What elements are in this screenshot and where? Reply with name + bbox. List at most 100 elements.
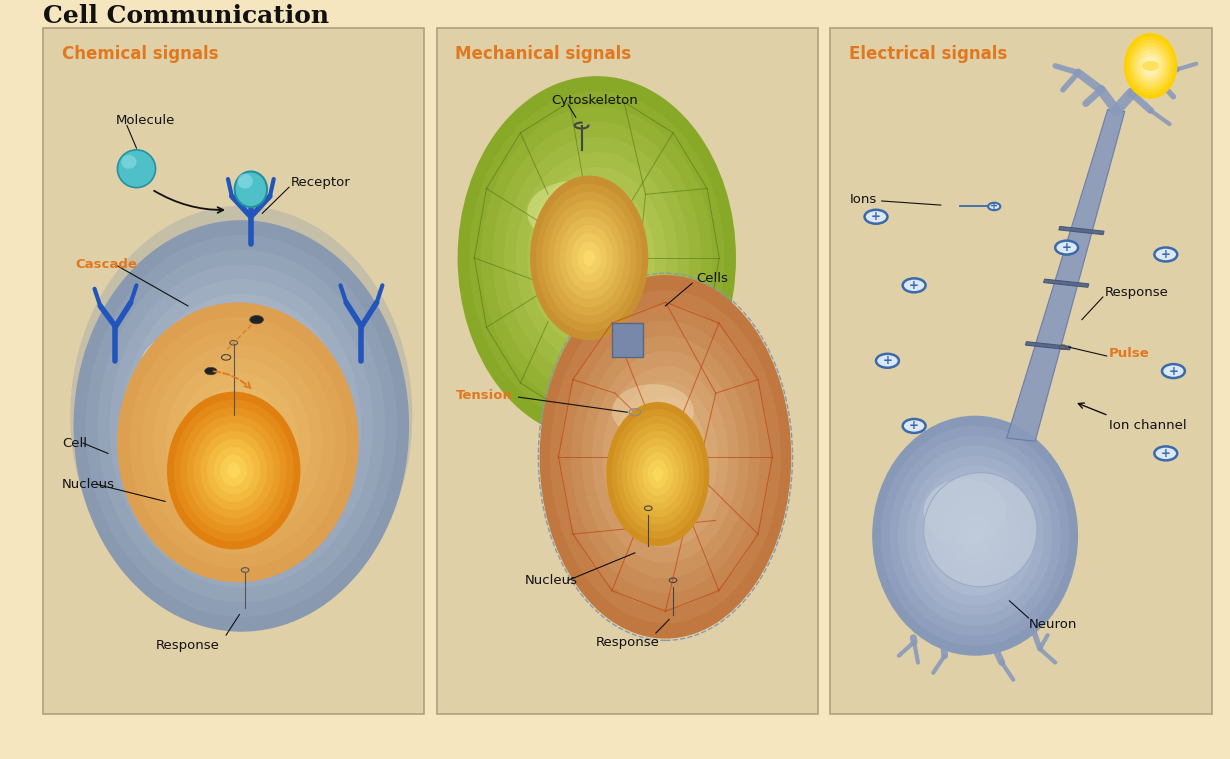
Ellipse shape — [226, 428, 250, 456]
Text: +: + — [1161, 447, 1171, 460]
Ellipse shape — [932, 486, 1018, 586]
Ellipse shape — [181, 408, 287, 534]
Text: Cascade: Cascade — [75, 258, 138, 271]
Ellipse shape — [129, 317, 347, 568]
Ellipse shape — [1140, 52, 1161, 79]
Ellipse shape — [170, 338, 314, 514]
Text: Neuron: Neuron — [1028, 619, 1077, 631]
Text: Electrical signals: Electrical signals — [849, 45, 1007, 63]
Ellipse shape — [207, 439, 261, 502]
Ellipse shape — [654, 442, 676, 472]
Circle shape — [865, 209, 888, 224]
Text: +: + — [1168, 364, 1178, 377]
Ellipse shape — [611, 409, 704, 539]
Text: +: + — [882, 354, 893, 367]
Ellipse shape — [235, 172, 267, 207]
Ellipse shape — [915, 466, 1036, 606]
Ellipse shape — [647, 459, 668, 488]
Text: Response: Response — [156, 639, 220, 652]
Text: Pulse: Pulse — [1108, 348, 1149, 361]
Ellipse shape — [167, 392, 300, 550]
Ellipse shape — [645, 427, 686, 487]
Ellipse shape — [571, 320, 760, 593]
Ellipse shape — [554, 209, 625, 307]
Ellipse shape — [592, 351, 739, 563]
Ellipse shape — [573, 228, 620, 288]
Ellipse shape — [122, 279, 362, 573]
Ellipse shape — [109, 264, 373, 587]
Ellipse shape — [70, 206, 412, 625]
Text: +: + — [909, 279, 919, 292]
Text: Nucleus: Nucleus — [524, 574, 577, 587]
Ellipse shape — [228, 463, 240, 478]
Ellipse shape — [140, 323, 309, 405]
Ellipse shape — [492, 121, 701, 394]
Text: Response: Response — [595, 635, 659, 648]
Ellipse shape — [1138, 49, 1164, 82]
Ellipse shape — [515, 152, 678, 364]
Text: Cell: Cell — [62, 436, 87, 449]
Ellipse shape — [562, 213, 631, 304]
Ellipse shape — [1134, 46, 1166, 86]
Ellipse shape — [550, 290, 781, 623]
Ellipse shape — [536, 184, 642, 332]
Bar — [43, 28, 424, 714]
Ellipse shape — [1148, 62, 1154, 69]
Ellipse shape — [157, 323, 325, 529]
Ellipse shape — [97, 250, 385, 603]
Ellipse shape — [200, 431, 267, 510]
Ellipse shape — [560, 217, 619, 299]
Ellipse shape — [469, 91, 724, 424]
Ellipse shape — [205, 382, 277, 470]
Text: Cell Communication: Cell Communication — [43, 4, 330, 28]
Circle shape — [988, 203, 1000, 210]
FancyBboxPatch shape — [613, 323, 642, 357]
Ellipse shape — [1129, 39, 1172, 92]
Ellipse shape — [907, 455, 1044, 616]
Text: Tension: Tension — [455, 389, 513, 402]
Ellipse shape — [481, 106, 712, 409]
Ellipse shape — [613, 384, 694, 439]
Ellipse shape — [881, 426, 1070, 646]
Polygon shape — [1059, 226, 1105, 235]
Ellipse shape — [187, 415, 280, 526]
Ellipse shape — [237, 174, 253, 189]
Ellipse shape — [528, 167, 667, 349]
Circle shape — [1055, 241, 1077, 254]
Ellipse shape — [603, 366, 728, 548]
Circle shape — [903, 419, 926, 433]
Circle shape — [204, 367, 216, 375]
Ellipse shape — [530, 175, 648, 340]
Text: Ion channel: Ion channel — [1108, 420, 1186, 433]
Text: Ions: Ions — [849, 193, 877, 206]
Text: Receptor: Receptor — [290, 176, 351, 189]
Ellipse shape — [193, 367, 289, 485]
Text: Response: Response — [1105, 285, 1168, 299]
Ellipse shape — [218, 396, 266, 455]
Ellipse shape — [924, 473, 1037, 587]
Text: +: + — [1161, 248, 1171, 261]
Circle shape — [1154, 446, 1177, 461]
Text: Nucleus: Nucleus — [62, 477, 116, 491]
Ellipse shape — [958, 515, 993, 556]
Ellipse shape — [214, 447, 253, 494]
Ellipse shape — [86, 235, 397, 617]
Ellipse shape — [141, 330, 335, 554]
Circle shape — [876, 354, 899, 368]
Ellipse shape — [606, 402, 710, 546]
Text: +: + — [990, 201, 999, 212]
Ellipse shape — [941, 496, 1010, 575]
Ellipse shape — [585, 243, 609, 273]
Ellipse shape — [166, 358, 310, 526]
Ellipse shape — [528, 181, 625, 244]
Ellipse shape — [134, 294, 349, 558]
Ellipse shape — [220, 455, 247, 487]
Ellipse shape — [872, 416, 1079, 656]
Text: Cells: Cells — [696, 272, 728, 285]
Ellipse shape — [924, 479, 1006, 545]
Ellipse shape — [539, 182, 654, 334]
Ellipse shape — [540, 275, 791, 638]
Ellipse shape — [632, 438, 684, 510]
Ellipse shape — [637, 445, 679, 502]
Bar — [830, 28, 1212, 714]
